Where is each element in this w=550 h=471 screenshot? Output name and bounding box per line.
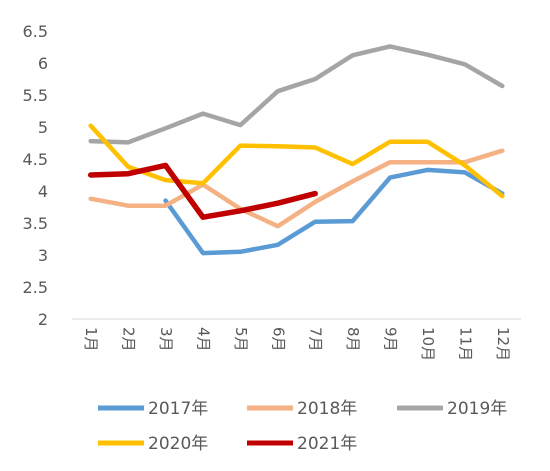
x-tick-label: 8月 [344, 327, 362, 352]
series-lines [87, 44, 505, 256]
x-axis: 1月 2月 3月 4月 5月 6月 7月 8月 9月 10月 11月 12月 [82, 327, 512, 361]
legend-label: 2017年 [148, 399, 208, 419]
series-line-2020年 [88, 123, 505, 199]
legend-label: 2019年 [447, 399, 507, 419]
y-tick-label: 3 [38, 246, 48, 265]
series-line-2019年 [88, 44, 505, 145]
y-tick-label: 4 [38, 182, 48, 201]
series-line-2017年 [163, 167, 505, 256]
x-tick-label: 1月 [82, 327, 100, 352]
x-tick-label: 12月 [494, 327, 512, 361]
y-tick-label: 6.5 [23, 22, 48, 41]
x-tick-label: 7月 [307, 327, 325, 352]
y-tick-label: 3.5 [23, 214, 48, 233]
y-tick-label: 5.5 [23, 86, 48, 105]
x-tick-label: 5月 [232, 327, 250, 352]
x-tick-label: 2月 [120, 327, 138, 352]
legend-label: 2020年 [148, 434, 208, 454]
series-line-2018年 [88, 148, 505, 229]
x-tick-label: 3月 [157, 327, 175, 352]
legend-label: 2021年 [297, 434, 357, 454]
x-tick-label: 4月 [194, 327, 212, 352]
y-tick-label: 5 [38, 118, 48, 137]
y-tick-label: 2.5 [23, 278, 48, 297]
legend-label: 2018年 [297, 399, 357, 419]
x-tick-label: 11月 [456, 327, 474, 361]
y-tick-label: 4.5 [23, 150, 48, 169]
y-axis: 2 2.5 3 3.5 4 4.5 5 5.5 6 6.5 [23, 22, 48, 329]
y-tick-label: 6 [38, 54, 48, 73]
x-tick-label: 10月 [419, 327, 437, 361]
x-tick-label: 9月 [382, 327, 400, 352]
series-line-2021年 [87, 162, 318, 220]
legend: 2017年 2018年 2019年 2020年 2021年 [98, 399, 507, 454]
x-tick-label: 6月 [269, 327, 287, 352]
y-tick-label: 2 [38, 310, 48, 329]
